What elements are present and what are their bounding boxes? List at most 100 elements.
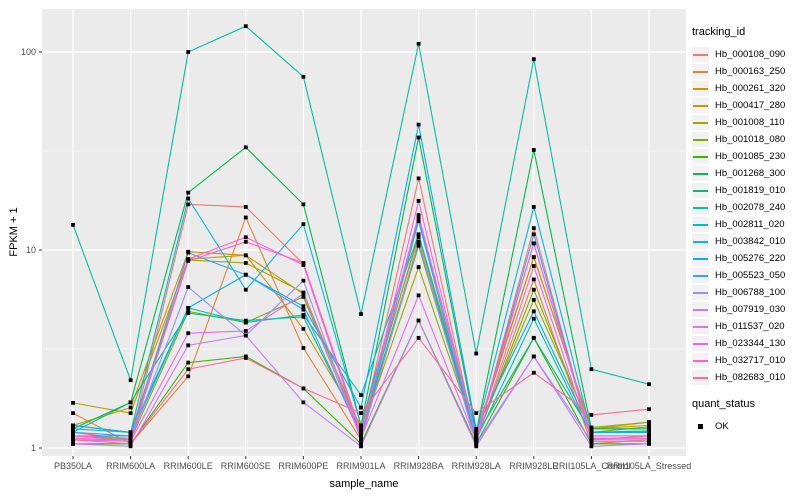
data-point-Hb_007919_030 [474, 444, 479, 449]
legend-key-line [693, 139, 708, 141]
legend-key-swatch [692, 47, 709, 62]
data-point-Hb_000417_280 [128, 411, 133, 416]
data-point-Hb_000261_320 [128, 405, 133, 410]
legend-entry-label: Hb_001085_230 [715, 151, 786, 162]
data-point-Hb_032717_010 [474, 434, 479, 438]
y-axis-title: FPKM + 1 [8, 207, 20, 257]
data-point-Hb_005523_050 [128, 434, 133, 438]
data-point-Hb_011537_020 [186, 331, 191, 336]
legend-key-line [693, 207, 708, 209]
legend-key-line [693, 309, 708, 311]
data-point-Hb_003842_010 [474, 430, 479, 435]
legend-entry-label: Hb_002078_240 [715, 202, 786, 213]
legend-key-line [693, 224, 708, 226]
quant-key-swatch [692, 419, 709, 434]
legend-entry-Hb_002811_020: Hb_002811_020 [692, 216, 798, 233]
data-point-Hb_082683_010 [531, 370, 536, 375]
data-point-Hb_000108_090 [531, 226, 536, 231]
y-tick-label: 1 [31, 443, 36, 453]
y-tick-label: 100 [21, 47, 36, 57]
data-point-Hb_001018_080 [531, 287, 536, 292]
data-point-Hb_032717_010 [416, 213, 421, 218]
legend-key-swatch [692, 132, 709, 147]
legend-key-swatch [692, 115, 709, 130]
legend-entry-Hb_001085_230: Hb_001085_230 [692, 148, 798, 165]
data-point-Hb_000163_250 [301, 346, 306, 350]
data-point-Hb_001085_230 [589, 441, 594, 446]
legend-entry-Hb_000261_320: Hb_000261_320 [692, 80, 798, 97]
data-point-Hb_007919_030 [301, 400, 306, 405]
legend-key-line [693, 190, 708, 192]
data-point-Hb_001268_300 [186, 190, 191, 195]
quant-status-entries: OK [692, 418, 798, 435]
legend-entry-Hb_005276_220: Hb_005276_220 [692, 250, 798, 267]
data-point-Hb_005276_220 [186, 306, 191, 310]
legend-key-line [693, 275, 708, 277]
x-tick-label: RRIM928LA [452, 461, 501, 471]
data-point-Hb_011537_020 [359, 436, 363, 441]
legend-entry-label: Hb_023344_130 [715, 338, 786, 349]
data-point-Hb_023344_130 [474, 436, 479, 441]
data-point-Hb_005523_050 [243, 272, 248, 277]
legend-key-line [693, 88, 708, 90]
data-point-Hb_002078_240 [186, 50, 191, 54]
data-point-Hb_001085_230 [186, 360, 191, 365]
y-tick-label: 10 [26, 245, 36, 255]
data-point-Hb_005276_220 [416, 122, 421, 127]
data-point-Hb_023344_130 [243, 235, 248, 240]
legend-key-swatch [692, 234, 709, 249]
data-point-Hb_002078_240 [243, 24, 248, 29]
data-point-Hb_005523_050 [301, 307, 306, 312]
data-point-Hb_082683_010 [301, 386, 306, 391]
data-point-Hb_000163_250 [531, 277, 536, 282]
data-point-Hb_003842_010 [301, 222, 306, 227]
legend-entry-Hb_000417_280: Hb_000417_280 [692, 97, 798, 114]
data-point-Hb_032717_010 [531, 241, 536, 246]
data-point-Hb_005276_220 [647, 430, 651, 435]
data-point-Hb_023344_130 [416, 199, 421, 203]
data-point-Hb_032717_010 [647, 434, 651, 438]
data-point-Hb_032717_010 [71, 434, 75, 438]
legend-key-swatch [692, 217, 709, 232]
data-point-Hb_082683_010 [359, 411, 363, 416]
data-point-Hb_023344_130 [589, 436, 594, 441]
data-point-Hb_006788_100 [474, 441, 479, 446]
data-point-Hb_032717_010 [186, 259, 191, 263]
data-point-Hb_005523_050 [186, 250, 191, 255]
data-point-Hb_002078_240 [474, 351, 479, 356]
legend-entry-label: Hb_001268_300 [715, 168, 786, 179]
data-point-Hb_003842_010 [186, 196, 191, 201]
data-point-Hb_003842_010 [359, 423, 363, 428]
data-point-Hb_007919_030 [531, 354, 536, 359]
data-point-Hb_005276_220 [71, 423, 75, 428]
data-point-Hb_003842_010 [243, 287, 248, 292]
data-point-Hb_000261_320 [416, 235, 421, 240]
data-point-Hb_000163_250 [71, 411, 75, 416]
x-tick-label: RRIM901LA [336, 461, 385, 471]
data-point-Hb_006788_100 [186, 285, 191, 289]
legend-entry-Hb_001819_010: Hb_001819_010 [692, 182, 798, 199]
x-axis-title: sample_name [329, 478, 399, 490]
x-tick-label: RRII105LA_Stressed [607, 461, 692, 471]
quant-status-entry: OK [692, 418, 798, 435]
legend-entry-label: Hb_000261_320 [715, 83, 786, 94]
legend-entry-Hb_082683_010: Hb_082683_010 [692, 369, 798, 386]
data-point-Hb_002078_240 [647, 382, 651, 387]
data-point-Hb_001085_230 [359, 441, 363, 446]
data-point-Hb_001008_110 [416, 265, 421, 269]
legend-key-line [693, 377, 708, 379]
data-point-Hb_005523_050 [531, 232, 536, 237]
legend-entry-label: Hb_001008_110 [715, 117, 785, 128]
data-point-Hb_005523_050 [71, 430, 75, 435]
legend-key-swatch [692, 81, 709, 96]
legend-entries: Hb_000108_090 Hb_000163_250 Hb_000261_320 H… [692, 46, 798, 386]
legend-key-line [693, 326, 708, 328]
data-point-Hb_082683_010 [647, 407, 651, 412]
legend-key-line [693, 292, 708, 294]
data-point-Hb_023344_130 [301, 263, 306, 267]
legend-key-line [693, 54, 708, 56]
legend-key-line [693, 173, 708, 175]
quant-status-label: OK [715, 421, 729, 432]
x-tick-label: RRII105LA_Control [552, 461, 630, 471]
legend-key-line [693, 343, 708, 345]
